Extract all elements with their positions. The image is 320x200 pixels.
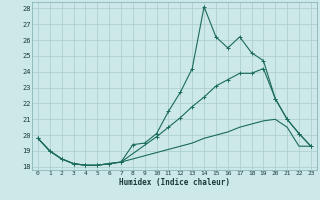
X-axis label: Humidex (Indice chaleur): Humidex (Indice chaleur) bbox=[119, 178, 230, 187]
